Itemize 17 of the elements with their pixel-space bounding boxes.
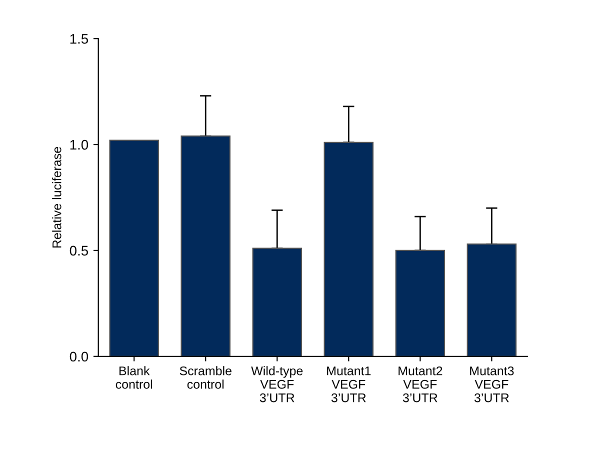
- bar: [324, 142, 374, 356]
- y-tick-label: 1.5: [70, 34, 88, 44]
- bar: [109, 140, 159, 356]
- x-tick-label: Mutant2 VEGF 3’UTR: [398, 366, 442, 402]
- x-tick-label: Mutant3 VEGF 3’UTR: [470, 366, 514, 402]
- y-axis-title: Relative luciferase: [52, 146, 62, 248]
- x-tick-label: Mutant1 VEGF 3’UTR: [327, 366, 371, 402]
- x-tick-label: Wild-type VEGF 3’UTR: [251, 366, 303, 402]
- y-tick-label: 1.0: [70, 140, 88, 150]
- bar: [180, 135, 230, 356]
- x-tick-label: Blank control: [116, 366, 152, 389]
- bar: [252, 248, 302, 356]
- y-tick-label: 0.0: [70, 352, 88, 362]
- bar: [466, 244, 517, 356]
- x-tick-label: Scramble control: [180, 366, 232, 389]
- y-tick-label: 0.5: [70, 246, 88, 256]
- bar: [395, 250, 446, 356]
